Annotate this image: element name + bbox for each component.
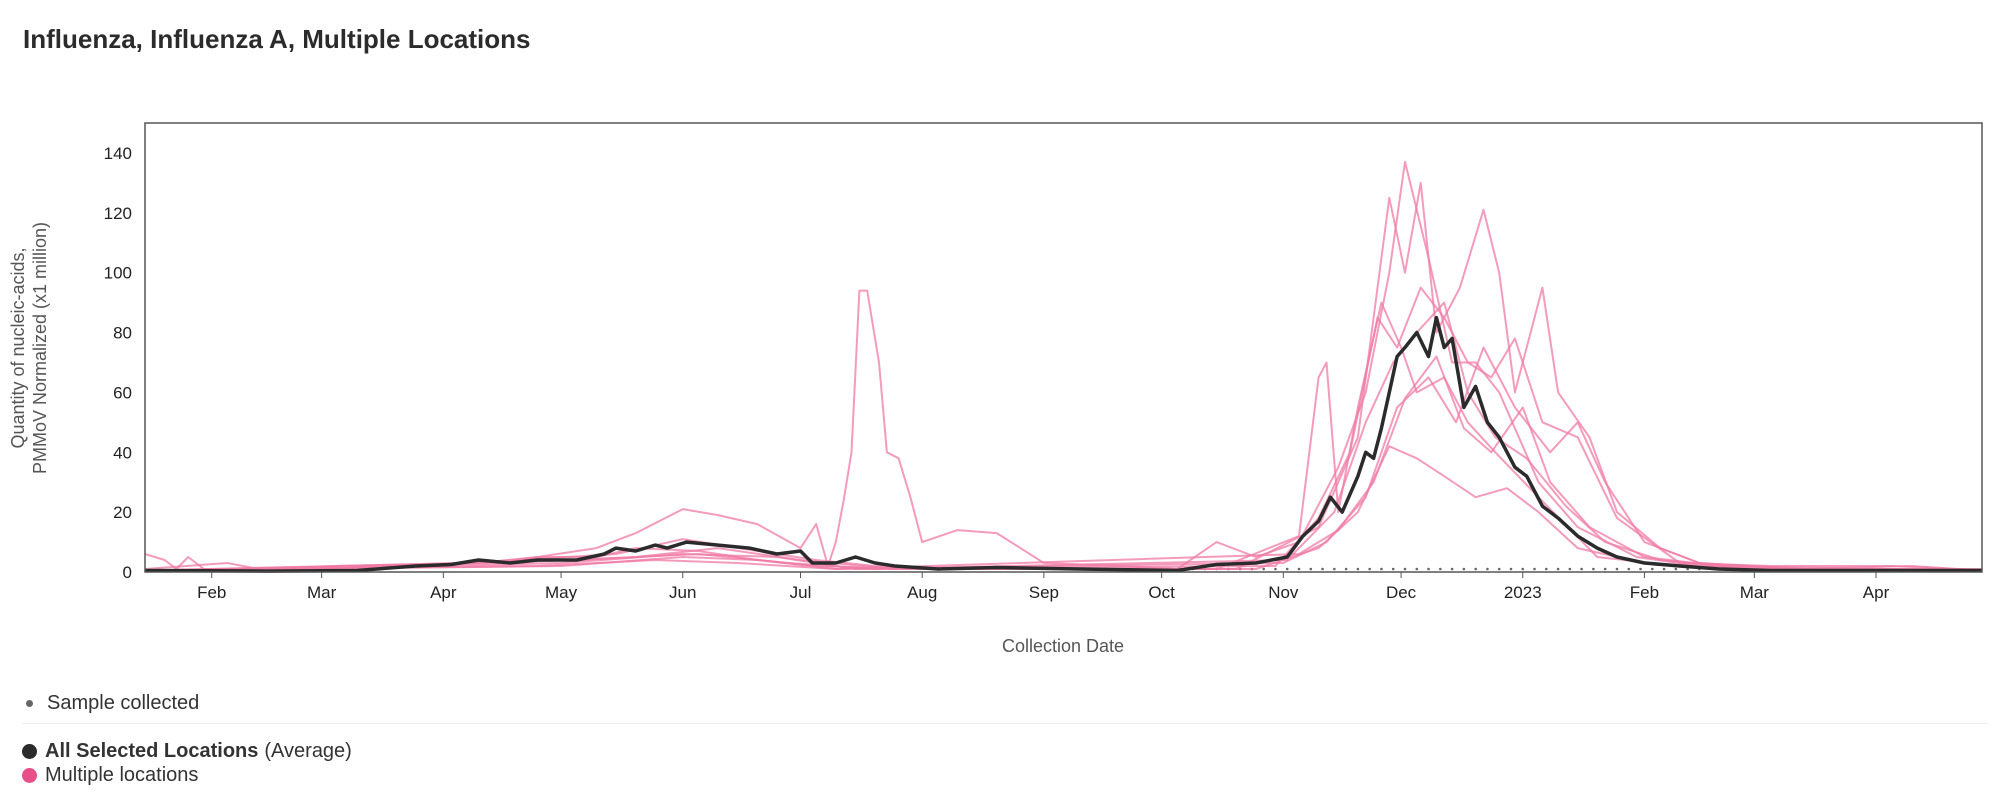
- sample-point: [1580, 567, 1583, 571]
- legend-sample-label: Sample collected: [47, 692, 200, 714]
- x-tick-label: Mar: [1740, 583, 1770, 602]
- sample-point: [1427, 567, 1430, 571]
- sample-point: [1592, 567, 1595, 571]
- average-series-line[interactable]: [144, 315, 1982, 573]
- sample-point: [1439, 567, 1442, 571]
- y-tick-label: 100: [104, 264, 132, 283]
- legend-locations[interactable]: Multiple locations: [22, 764, 198, 787]
- y-axis-label-line2: PMMoV Normalized (x1 million): [30, 222, 50, 474]
- sample-point: [1497, 567, 1501, 571]
- location-series-line-5[interactable]: [144, 286, 1983, 572]
- sample-point: [1368, 567, 1371, 571]
- x-tick-label: Nov: [1268, 583, 1299, 602]
- y-tick-label: 0: [123, 563, 132, 582]
- location-series-line-6[interactable]: [144, 346, 1983, 572]
- legend-average-bold: All Selected Locations: [45, 740, 259, 762]
- sample-point: [1615, 567, 1619, 571]
- location-series-line-3[interactable]: [144, 181, 1983, 572]
- sample-point: [1262, 567, 1265, 571]
- average-dot-icon: [22, 744, 37, 759]
- x-tick-label: Sep: [1029, 583, 1059, 602]
- sample-point: [1521, 567, 1525, 571]
- legend-sample[interactable]: Sample collected: [22, 692, 199, 715]
- series-layer: [144, 160, 1983, 573]
- location-series-line-2[interactable]: [144, 160, 1982, 572]
- y-tick-label: 80: [113, 324, 132, 343]
- x-tick-label: Feb: [1630, 583, 1659, 602]
- sample-point: [1474, 567, 1477, 571]
- x-tick-label: Oct: [1148, 583, 1175, 602]
- sample-point: [1344, 567, 1348, 571]
- x-axis-label: Collection Date: [1002, 636, 1124, 656]
- location-series-line-1[interactable]: [144, 301, 1983, 572]
- x-tick-label: Apr: [1863, 583, 1890, 602]
- location-series-line-7[interactable]: [144, 301, 1983, 572]
- sample-point: [1556, 567, 1560, 571]
- sample-point: [1285, 567, 1289, 571]
- y-tick-label: 40: [113, 443, 132, 462]
- location-series-line-8[interactable]: [144, 355, 1983, 572]
- chart-title: Influenza, Influenza A, Multiple Locatio…: [23, 24, 531, 54]
- sample-dot-icon: [26, 700, 33, 707]
- y-tick-label: 60: [113, 383, 132, 402]
- sample-point: [1650, 567, 1654, 571]
- location-series-line-4[interactable]: [144, 445, 1983, 572]
- x-tick-label: Mar: [307, 583, 337, 602]
- sample-point: [1674, 567, 1678, 571]
- sample-point: [1380, 567, 1383, 571]
- legend-divider: [22, 723, 1988, 724]
- y-tick-label: 20: [113, 503, 132, 522]
- x-tick-label: 2023: [1504, 583, 1542, 602]
- sample-point: [1297, 567, 1301, 571]
- sample-point: [1462, 567, 1466, 571]
- sample-point: [1274, 567, 1277, 571]
- x-tick-label: Aug: [907, 583, 937, 602]
- sample-point: [1533, 567, 1536, 571]
- sample-point: [1639, 567, 1642, 571]
- sample-point: [1309, 567, 1313, 571]
- sample-point: [1509, 567, 1513, 571]
- sample-point: [1568, 567, 1572, 571]
- x-tick-label: Jun: [669, 583, 696, 602]
- x-tick-label: Jul: [790, 583, 812, 602]
- x-tick-label: May: [545, 583, 578, 602]
- legend-average[interactable]: All Selected Locations (Average): [22, 740, 352, 763]
- axis-layer: 0 20 40 60 80 100 120 140 Feb Mar Apr May Jun Jul Aug S…: [104, 144, 1890, 602]
- sample-point: [1403, 567, 1407, 571]
- sample-point: [1627, 567, 1631, 571]
- sample-point: [1450, 567, 1454, 571]
- sample-point: [1391, 567, 1395, 571]
- y-axis-label-line1: Quantity of nucleic-acids,: [8, 247, 28, 448]
- legend-locations-label: Multiple locations: [45, 764, 199, 786]
- plot-frame: [144, 122, 1983, 573]
- sample-point: [1545, 567, 1548, 571]
- x-tick-label: Dec: [1386, 583, 1417, 602]
- sample-point: [1415, 567, 1419, 571]
- sample-point: [1486, 567, 1489, 571]
- sample-point: [1603, 567, 1607, 571]
- sample-point: [1321, 567, 1324, 571]
- sample-point: [1356, 567, 1360, 571]
- y-tick-label: 120: [104, 204, 132, 223]
- x-tick-label: Apr: [430, 583, 457, 602]
- legend-average-suffix: (Average): [264, 740, 352, 762]
- sample-point: [1662, 567, 1666, 571]
- sample-point: [1333, 567, 1336, 571]
- y-tick-label: 140: [104, 144, 132, 163]
- locations-dot-icon: [22, 768, 37, 783]
- x-tick-label: Feb: [197, 583, 226, 602]
